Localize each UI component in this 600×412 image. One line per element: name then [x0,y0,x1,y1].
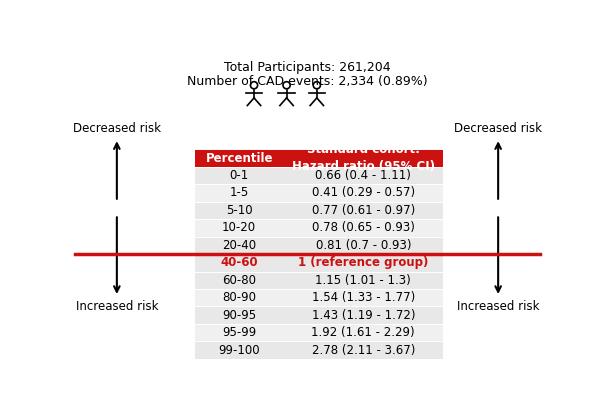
Bar [195,254,443,272]
Text: 0-1: 0-1 [230,169,249,182]
Text: 5-10: 5-10 [226,204,253,217]
Bar [195,219,443,236]
Text: 40-60: 40-60 [220,256,258,269]
Text: 80-90: 80-90 [222,291,256,304]
Bar [195,341,443,359]
Text: Increased risk: Increased risk [76,300,158,313]
Text: 0.41 (0.29 - 0.57): 0.41 (0.29 - 0.57) [312,187,415,199]
Text: 1.15 (1.01 - 1.3): 1.15 (1.01 - 1.3) [316,274,411,287]
Text: Percentile: Percentile [205,152,273,165]
Text: Decreased risk: Decreased risk [454,122,542,135]
Bar [195,167,443,184]
Text: 60-80: 60-80 [222,274,256,287]
Text: 90-95: 90-95 [222,309,256,322]
Text: 95-99: 95-99 [222,326,256,339]
Text: Increased risk: Increased risk [457,300,539,313]
Bar [195,150,443,167]
Text: Total Participants: 261,204: Total Participants: 261,204 [224,61,391,74]
Text: 1-5: 1-5 [230,187,249,199]
Text: 1.43 (1.19 - 1.72): 1.43 (1.19 - 1.72) [311,309,415,322]
Text: Decreased risk: Decreased risk [73,122,161,135]
Text: 1.54 (1.33 - 1.77): 1.54 (1.33 - 1.77) [311,291,415,304]
Text: 0.81 (0.7 - 0.93): 0.81 (0.7 - 0.93) [316,239,411,252]
Bar [195,307,443,324]
Text: Number of CAD events: 2,334 (0.89%): Number of CAD events: 2,334 (0.89%) [187,75,428,88]
Text: 20-40: 20-40 [222,239,256,252]
Bar [195,289,443,307]
Text: 2.78 (2.11 - 3.67): 2.78 (2.11 - 3.67) [311,344,415,356]
Bar [195,202,443,219]
Text: 0.66 (0.4 - 1.11): 0.66 (0.4 - 1.11) [316,169,411,182]
Bar [195,236,443,254]
Text: 99-100: 99-100 [218,344,260,356]
Text: 10-20: 10-20 [222,221,256,234]
Text: 1.92 (1.61 - 2.29): 1.92 (1.61 - 2.29) [311,326,415,339]
Text: 0.77 (0.61 - 0.97): 0.77 (0.61 - 0.97) [311,204,415,217]
Bar [195,272,443,289]
Bar [195,324,443,341]
Text: Standard cohort:
Hazard ratio (95% CI): Standard cohort: Hazard ratio (95% CI) [292,143,435,173]
Bar [195,184,443,202]
Text: 1 (reference group): 1 (reference group) [298,256,428,269]
Text: 0.78 (0.65 - 0.93): 0.78 (0.65 - 0.93) [312,221,415,234]
